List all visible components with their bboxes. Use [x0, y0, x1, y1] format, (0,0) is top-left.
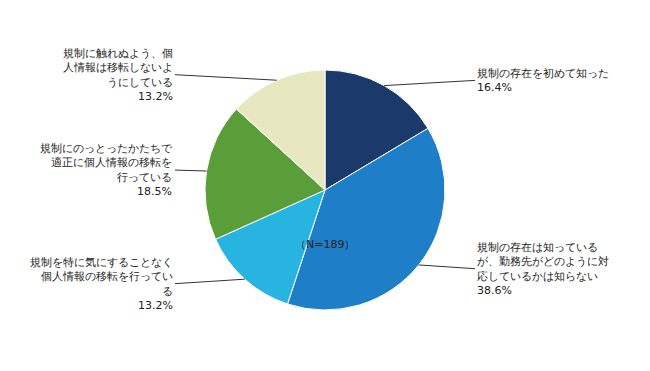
svg-text:規制の存在は知っているが、勤務先がどのように対応しているかは: 規制の存在は知っているが、勤務先がどのように対応しているかは知らない38.6%: [477, 241, 609, 297]
svg-text:規制に触れぬよう、個人情報は移転しないようにしている13.2: 規制に触れぬよう、個人情報は移転しないようにしている13.2%: [63, 47, 173, 103]
svg-text:（N=189）: （N=189）: [295, 238, 355, 251]
svg-text:規制を特に気にすることなく個人情報の移転を行っている13.2: 規制を特に気にすることなく個人情報の移転を行っている13.2%: [30, 256, 173, 312]
svg-text:規制にのっとったかたちで適正に個人情報の移転を行っている18: 規制にのっとったかたちで適正に個人情報の移転を行っている18.5%: [40, 142, 173, 198]
svg-text:規制の存在を初めて知った16.4%: 規制の存在を初めて知った16.4%: [477, 67, 609, 94]
